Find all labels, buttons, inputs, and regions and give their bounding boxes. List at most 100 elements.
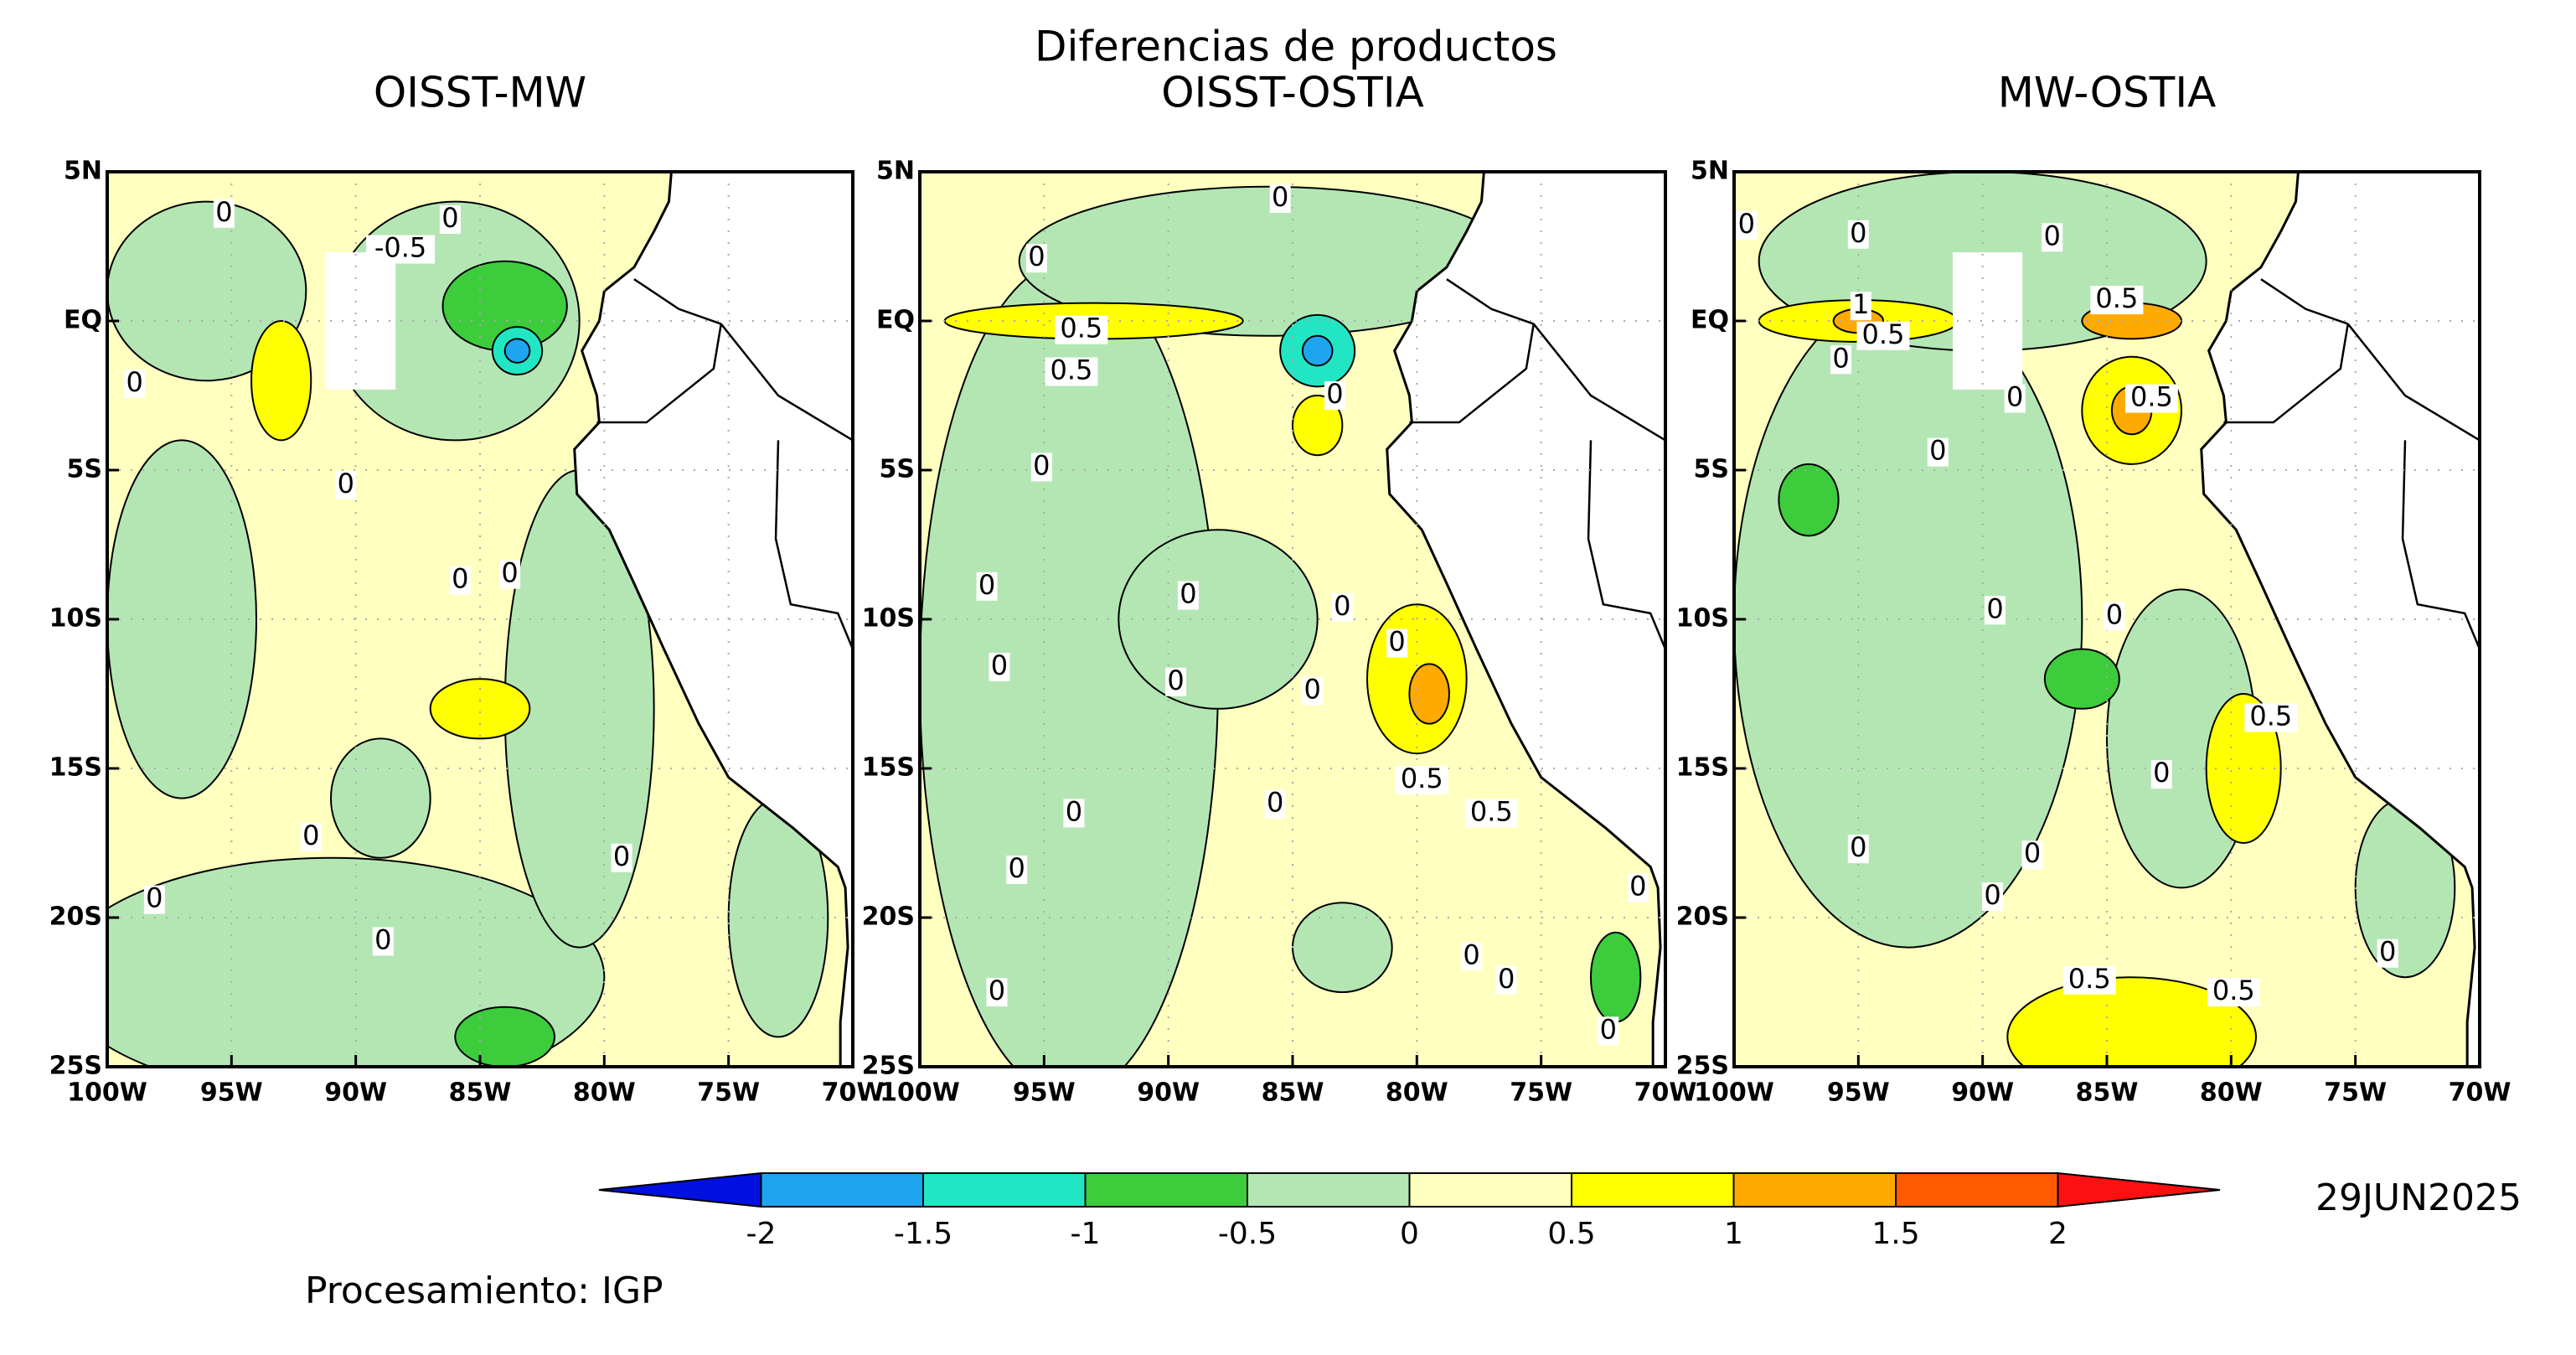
field-patch [1292, 395, 1344, 457]
contour-label: 0 [1738, 208, 1755, 240]
colorbar-box [1084, 1172, 1248, 1208]
field-patch [503, 338, 531, 364]
panel-frame [106, 170, 854, 1068]
contour-label-bg [1030, 453, 1052, 482]
x-tick-label: 100W [67, 1078, 147, 1108]
contour-label-bg [1461, 942, 1483, 971]
colorbar-label: 1.5 [1871, 1217, 1919, 1251]
x-tick-label: 80W [573, 1078, 636, 1108]
y-tick-label: 20S [1676, 902, 1729, 932]
x-tick-label: 90W [1951, 1078, 2014, 1108]
field-patch [2043, 648, 2120, 710]
figure-title: Diferencias de productos [1035, 23, 1557, 71]
land [1386, 172, 1665, 1067]
y-tick-label: 5S [1694, 455, 1729, 484]
contour-label-bg [1006, 856, 1028, 885]
colorbar-box [922, 1172, 1087, 1208]
x-tick-label: 95W [1013, 1078, 1076, 1108]
field-patch [330, 737, 431, 859]
contour-label: 0.5 [2212, 975, 2255, 1006]
y-tick-label: 25S [862, 1052, 915, 1081]
border [720, 323, 853, 442]
map-panel [920, 172, 1665, 1067]
coastline [573, 172, 849, 1067]
contour-label-bg [2042, 223, 2063, 252]
field-patch [454, 1006, 555, 1067]
contour-label: 0 [215, 196, 232, 228]
border [596, 323, 722, 424]
x-tick-label: 75W [1510, 1078, 1572, 1108]
y-tick-label: 25S [49, 1052, 102, 1081]
contour-label: 0 [2106, 598, 2123, 630]
contour-label-bg [2150, 760, 2172, 789]
contour-label-bg [1395, 766, 1448, 795]
contour-label: 0 [1929, 435, 1946, 467]
x-tick-label: 70W [822, 1078, 885, 1108]
contour-label: 0 [1326, 378, 1343, 410]
contour-label-bg [2004, 384, 2026, 413]
contour-label: 0 [146, 882, 163, 914]
contour-label-bg [213, 199, 235, 228]
contour-label: 0 [441, 202, 458, 234]
contour-label: 0 [1850, 217, 1866, 249]
contour-label-bg [372, 927, 394, 956]
contour-label-bg [1736, 211, 1758, 240]
panel-frame [1732, 170, 2481, 1068]
border [633, 278, 722, 325]
colorbar-arrow [598, 1171, 762, 1208]
x-tick-label: 100W [880, 1078, 960, 1108]
contour-label: 0 [1066, 795, 1082, 827]
contour-label-bg [1847, 220, 1869, 249]
contour-label: 0 [1304, 673, 1321, 705]
contour-label-bg [1982, 882, 2004, 912]
field-patch [1590, 931, 1642, 1023]
contour-label-bg [1177, 581, 1199, 610]
field-patch [429, 678, 531, 740]
contour-label-bg [986, 978, 1008, 1006]
no-data [326, 252, 396, 390]
panel-title: MW-OSTIA [1998, 69, 2217, 117]
contour-label-bg [989, 652, 1010, 681]
contour-label-bg [1324, 381, 1345, 410]
colorbar-label: 1 [1724, 1217, 1743, 1251]
contour-label: 0 [2044, 220, 2061, 251]
colorbar-box [1408, 1172, 1572, 1208]
contour-label-bg [2021, 840, 2043, 870]
colorbar-box [760, 1172, 924, 1208]
x-tick-label: 75W [2324, 1078, 2387, 1108]
contour-label-bg [143, 885, 165, 914]
contour-label: 0 [126, 366, 142, 398]
contour-label: 0 [991, 649, 1008, 681]
contour-label-bg [300, 822, 322, 851]
field-patch [1292, 902, 1393, 993]
y-tick-label: 10S [862, 604, 915, 634]
contour-label-bg [439, 204, 461, 234]
contour-label-bg [1331, 592, 1353, 622]
x-tick-label: 85W [449, 1078, 512, 1108]
y-tick-label: 20S [49, 902, 102, 932]
credit: Procesamiento: IGP [305, 1270, 663, 1312]
colorbar-box [1895, 1172, 2059, 1208]
contour-label-bg [1055, 315, 1108, 344]
contour-label: 0.5 [2068, 963, 2111, 995]
field-patch [107, 200, 307, 382]
contour-label-bg [1856, 321, 1910, 350]
contour-label-bg [1025, 244, 1047, 273]
field-patch [107, 439, 257, 799]
land [2201, 172, 2480, 1067]
contour-label-bg [366, 235, 436, 264]
border [1446, 278, 1535, 325]
contour-label-bg [1598, 1016, 1619, 1046]
contour-label-bg [1985, 596, 2006, 625]
field-patch [1301, 334, 1334, 367]
y-tick-label: EQ [876, 306, 915, 335]
contour-label: 0 [1388, 625, 1405, 657]
y-tick-label: 15S [49, 753, 102, 783]
contour-label-bg [1063, 799, 1085, 828]
contour-label: 0 [1334, 590, 1350, 622]
contour-label: 0 [2006, 381, 2023, 413]
contour-label-bg [449, 566, 471, 595]
x-tick-label: 80W [2200, 1078, 2263, 1108]
panel-title: OISST-OSTIA [1161, 69, 1424, 117]
